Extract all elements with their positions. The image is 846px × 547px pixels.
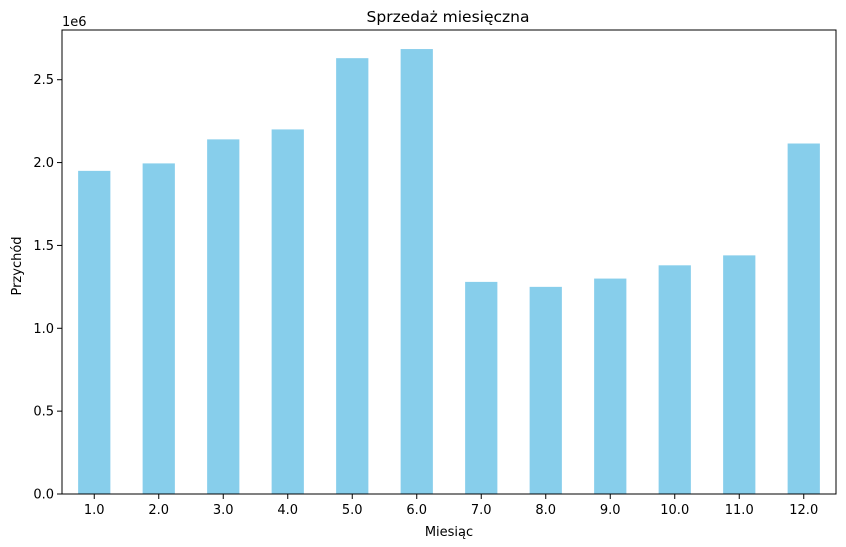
x-tick-label: 2.0 <box>148 503 169 518</box>
x-tick-label: 8.0 <box>535 503 556 518</box>
bar <box>271 129 304 494</box>
y-tick-label: 2.5 <box>33 73 54 88</box>
bar <box>78 170 111 494</box>
x-tick-label: 11.0 <box>725 503 754 518</box>
y-tick-label: 1.5 <box>33 239 54 254</box>
x-tick-label: 6.0 <box>406 503 427 518</box>
y-axis-offset-label: 1e6 <box>62 15 87 30</box>
bar-series <box>78 49 820 495</box>
y-tick-label: 0.5 <box>33 405 54 420</box>
bar <box>207 139 240 494</box>
bar <box>723 255 756 494</box>
bar <box>465 281 498 494</box>
bar <box>400 49 433 495</box>
x-axis-ticks: 1.0 2.0 3.0 4.0 5.0 6.0 7.0 8.0 9.0 10.0 11.0 12.0 <box>84 494 818 518</box>
x-tick-label: 9.0 <box>600 503 621 518</box>
y-tick-label: 0.0 <box>33 488 54 503</box>
x-tick-label: 12.0 <box>789 503 818 518</box>
bar <box>529 286 562 494</box>
x-tick-label: 1.0 <box>84 503 105 518</box>
bar <box>336 58 369 495</box>
x-tick-label: 3.0 <box>213 503 234 518</box>
y-axis-label: Przychód <box>10 236 25 295</box>
y-tick-label: 2.0 <box>33 156 54 171</box>
y-axis-ticks: 0.0 0.5 1.0 1.5 2.0 2.5 <box>33 73 62 503</box>
x-tick-label: 10.0 <box>660 503 689 518</box>
bar <box>658 265 691 494</box>
x-tick-label: 5.0 <box>342 503 363 518</box>
bar <box>787 143 820 494</box>
bar <box>142 163 175 494</box>
x-tick-label: 7.0 <box>471 503 492 518</box>
bar <box>594 278 627 494</box>
x-tick-label: 4.0 <box>277 503 298 518</box>
y-tick-label: 1.0 <box>33 322 54 337</box>
x-axis-label: Miesiąc <box>425 525 473 540</box>
plot-frame <box>61 29 837 495</box>
chart-title: Sprzedaż miesięczna <box>367 8 530 26</box>
